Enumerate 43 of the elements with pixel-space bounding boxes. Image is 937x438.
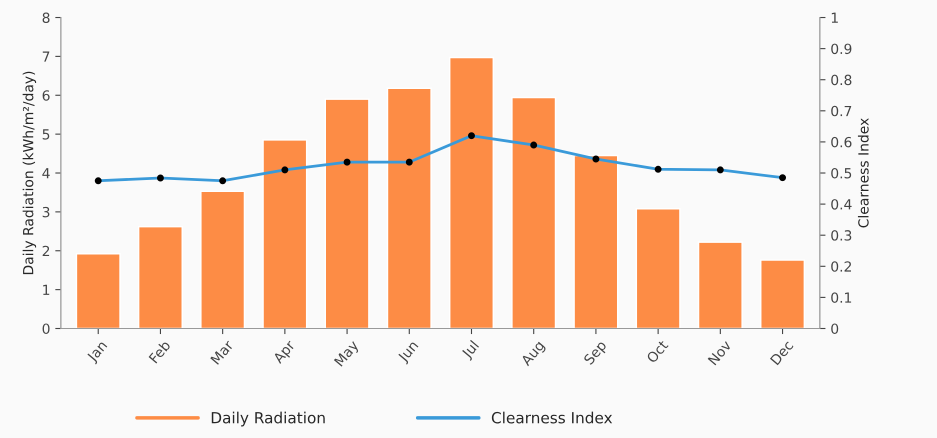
x-tick-label: Jul — [460, 340, 482, 361]
x-tick-label: Jan — [86, 340, 110, 364]
bar — [511, 96, 556, 328]
y-tick-label: 6 — [42, 90, 50, 101]
y-tick-label: 5 — [42, 129, 50, 140]
y-tick-label: 7 — [42, 52, 50, 62]
y-tick-label: 2 — [42, 246, 50, 256]
y2-tick-label: 0.8 — [831, 74, 852, 86]
y2-tick-label: 1 — [832, 12, 838, 23]
bar — [386, 88, 432, 328]
bar — [324, 98, 370, 328]
bar — [698, 242, 743, 328]
y2-tick-label: 0.6 — [831, 136, 852, 148]
bar — [636, 208, 681, 328]
y-tick-label: 1 — [43, 284, 50, 295]
x-tick-label: Oct — [646, 339, 669, 364]
y2-tick-label: 0.5 — [831, 168, 852, 178]
bar — [200, 190, 246, 328]
x-tick-label: Sep — [583, 340, 609, 367]
bar — [262, 139, 308, 328]
bar — [760, 259, 806, 328]
y-tick-label: 8 — [42, 12, 50, 23]
y-tick-label: 3 — [42, 206, 50, 218]
bar — [138, 226, 183, 328]
y2-tick-label: 0.9 — [831, 44, 852, 54]
y2-tick-label: 0.2 — [831, 261, 851, 272]
legend-label: Clearness Index — [492, 412, 612, 424]
y2-tick-label: 0.4 — [831, 199, 852, 210]
y2-tick-label: 0 — [831, 323, 838, 334]
y2-tick-label: 0.3 — [831, 230, 852, 241]
y2-tick-label: 0.1 — [831, 292, 852, 303]
x-tick-label: Apr — [272, 339, 298, 366]
y2-axis-title: Clearness Index — [858, 118, 869, 228]
legend-label: Daily Radiation — [212, 412, 325, 426]
y2-tick-label: 0.7 — [831, 106, 852, 116]
x-tick-label: Jun — [397, 340, 421, 365]
y-tick-label: 0 — [42, 323, 50, 334]
bar — [573, 154, 618, 328]
bar — [76, 253, 121, 328]
y-tick-label: 4 — [42, 168, 50, 178]
x-tick-label: Feb — [148, 340, 171, 364]
y-axis-title: Daily Radiation (kWh/m²/day) — [22, 72, 36, 274]
bar — [449, 56, 494, 328]
